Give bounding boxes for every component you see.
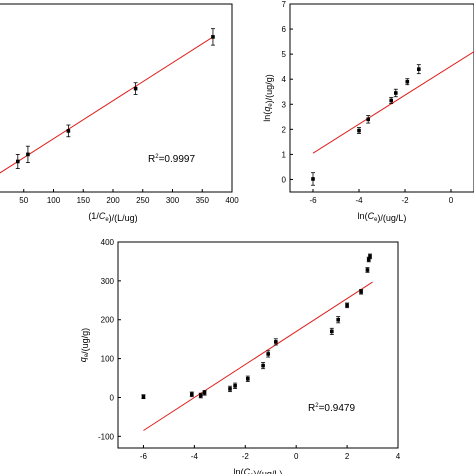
y-tick-label: 5 (282, 50, 287, 59)
r-squared-annotation: R2=0.9997 (148, 154, 195, 165)
data-point (336, 317, 340, 322)
y-tick-label: 300 (101, 277, 115, 286)
data-point (365, 268, 370, 272)
x-tick-label: 200 (106, 196, 120, 205)
x-tick-label: 0 (294, 452, 299, 461)
data-point (211, 35, 215, 39)
data-point (389, 98, 393, 103)
data-point (394, 91, 398, 95)
data-point (190, 392, 194, 397)
y-tick-label: 200 (101, 316, 115, 325)
plot-frame (117, 241, 399, 449)
data-point (366, 117, 370, 122)
x-tick-label: 150 (77, 196, 91, 205)
x-tick-label: 400 (225, 196, 239, 205)
data-point (261, 363, 265, 368)
data-point (246, 377, 250, 381)
y-tick-label: 400 (101, 238, 115, 247)
x-tick-label: -4 (355, 196, 363, 205)
x-axis-label: ln(Ce)/(ug/L) (234, 467, 283, 474)
data-point (366, 257, 371, 262)
x-tick-label: 100 (47, 196, 61, 205)
data-point (66, 129, 71, 133)
plot-frame (0, 3, 233, 193)
x-tick-label: 50 (19, 196, 28, 205)
data-point (330, 329, 334, 334)
y-tick-label: 4 (282, 75, 287, 84)
y-tick-label: 1 (282, 150, 287, 159)
x-axis-label: ln(Ce)/(ug/L) (358, 211, 407, 223)
data-point (266, 352, 270, 356)
x-tick-label: 250 (136, 196, 150, 205)
x-tick-label: -4 (191, 452, 199, 461)
data-point (357, 128, 361, 133)
data-point (405, 79, 410, 84)
y-tick-label: 2 (282, 125, 287, 134)
y-tick-label: -100 (98, 432, 115, 441)
y-axis-label: qe/(ug/g) (78, 328, 90, 362)
y-tick-label: 7 (282, 0, 287, 9)
data-point (368, 254, 372, 259)
x-tick-label: -2 (242, 452, 250, 461)
x-axis-label: (1/Ce)/(L/ug) (88, 211, 137, 223)
y-tick-label: 0 (282, 175, 287, 184)
fit-line (312, 51, 474, 154)
data-point (274, 340, 278, 344)
data-point (233, 384, 237, 388)
x-tick-label: 350 (196, 196, 210, 205)
chart-top-right: -6 -4 -2 0 0 1 2 3 4 5 6 7 ln(Ce)/(ug/L) ln(qe)/(ug/g… (262, 0, 474, 223)
data-point (359, 289, 363, 294)
x-tick-label: -6 (309, 196, 317, 205)
fit-line (143, 281, 373, 431)
y-tick-label: 3 (282, 100, 287, 109)
chart-top-left: 50 100 150 200 250 300 350 400 (1/Ce)/(L/ug) R2=0… (0, 3, 239, 223)
x-tick-label: 4 (396, 452, 401, 461)
r-squared-annotation: R2=0.9479 (308, 403, 355, 414)
y-tick-label: 100 (101, 355, 115, 364)
x-tick-label: 2 (345, 452, 350, 461)
data-point (26, 152, 30, 157)
data-point (228, 387, 232, 391)
plot-frame (289, 3, 474, 193)
data-point (345, 303, 349, 308)
x-tick-label: 300 (166, 196, 180, 205)
chart-bottom: -6 -4 -2 0 2 4 -100 0 100 200 300 400 ln(Ce)/(ug/L) q… (78, 238, 401, 474)
x-tick-label: -6 (140, 452, 148, 461)
x-tick-label: -2 (401, 196, 409, 205)
y-tick-label: 6 (282, 25, 287, 34)
fit-line (0, 36, 214, 174)
data-point (417, 67, 421, 71)
data-point (198, 393, 203, 398)
data-point (16, 159, 20, 164)
data-point (202, 391, 207, 395)
x-tick-label: 0 (449, 196, 454, 205)
data-point (133, 86, 138, 91)
y-axis-label: ln(qe)/(ug/g) (262, 74, 274, 121)
y-tick-label: 0 (110, 393, 115, 402)
data-point (311, 177, 315, 181)
data-point (141, 394, 146, 399)
